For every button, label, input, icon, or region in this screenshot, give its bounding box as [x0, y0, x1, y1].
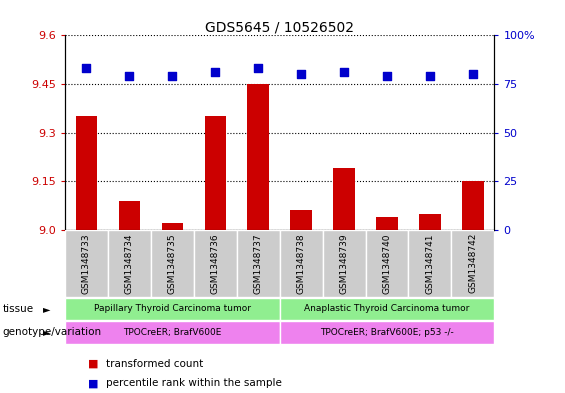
Text: ►: ►	[42, 304, 50, 314]
Text: GSM1348738: GSM1348738	[297, 233, 306, 294]
Text: GSM1348739: GSM1348739	[340, 233, 349, 294]
Text: TPOCreER; BrafV600E: TPOCreER; BrafV600E	[123, 328, 221, 337]
Bar	[194, 230, 237, 297]
Bar	[205, 116, 226, 230]
Text: GSM1348737: GSM1348737	[254, 233, 263, 294]
Text: GSM1348735: GSM1348735	[168, 233, 177, 294]
Text: GSM1348736: GSM1348736	[211, 233, 220, 294]
Text: GSM1348734: GSM1348734	[125, 233, 134, 294]
Point	[211, 69, 220, 75]
Text: GSM1348741: GSM1348741	[425, 233, 434, 294]
Point	[254, 65, 263, 72]
Text: percentile rank within the sample: percentile rank within the sample	[106, 378, 281, 388]
Bar	[419, 214, 441, 230]
Bar	[280, 230, 323, 297]
Bar	[451, 230, 494, 297]
Bar	[290, 210, 312, 230]
Text: ■: ■	[88, 358, 98, 369]
Text: Papillary Thyroid Carcinoma tumor: Papillary Thyroid Carcinoma tumor	[94, 305, 251, 313]
Bar	[162, 223, 183, 230]
Point	[425, 73, 434, 79]
Text: tissue: tissue	[3, 304, 34, 314]
Point	[383, 73, 392, 79]
Point	[468, 71, 477, 77]
Bar	[280, 298, 494, 320]
Bar	[151, 230, 194, 297]
Bar	[333, 168, 355, 230]
Text: transformed count: transformed count	[106, 358, 203, 369]
Point	[125, 73, 134, 79]
Bar	[280, 321, 494, 344]
Title: GDS5645 / 10526502: GDS5645 / 10526502	[205, 20, 354, 34]
Bar	[323, 230, 366, 297]
Text: GSM1348733: GSM1348733	[82, 233, 91, 294]
Bar	[462, 181, 484, 230]
Bar	[366, 230, 408, 297]
Text: genotype/variation: genotype/variation	[3, 327, 102, 338]
Text: TPOCreER; BrafV600E; p53 -/-: TPOCreER; BrafV600E; p53 -/-	[320, 328, 454, 337]
Bar	[108, 230, 151, 297]
Point	[297, 71, 306, 77]
Bar	[65, 230, 108, 297]
Text: GSM1348740: GSM1348740	[383, 233, 392, 294]
Bar	[119, 201, 140, 230]
Bar	[247, 84, 269, 230]
Text: Anaplastic Thyroid Carcinoma tumor: Anaplastic Thyroid Carcinoma tumor	[305, 305, 470, 313]
Text: ■: ■	[88, 378, 98, 388]
Bar	[65, 298, 280, 320]
Bar	[376, 217, 398, 230]
Bar	[408, 230, 451, 297]
Bar	[237, 230, 280, 297]
Point	[82, 65, 91, 72]
Bar	[76, 116, 97, 230]
Bar	[65, 321, 280, 344]
Text: GSM1348742: GSM1348742	[468, 233, 477, 294]
Text: ►: ►	[42, 327, 50, 338]
Point	[168, 73, 177, 79]
Point	[340, 69, 349, 75]
